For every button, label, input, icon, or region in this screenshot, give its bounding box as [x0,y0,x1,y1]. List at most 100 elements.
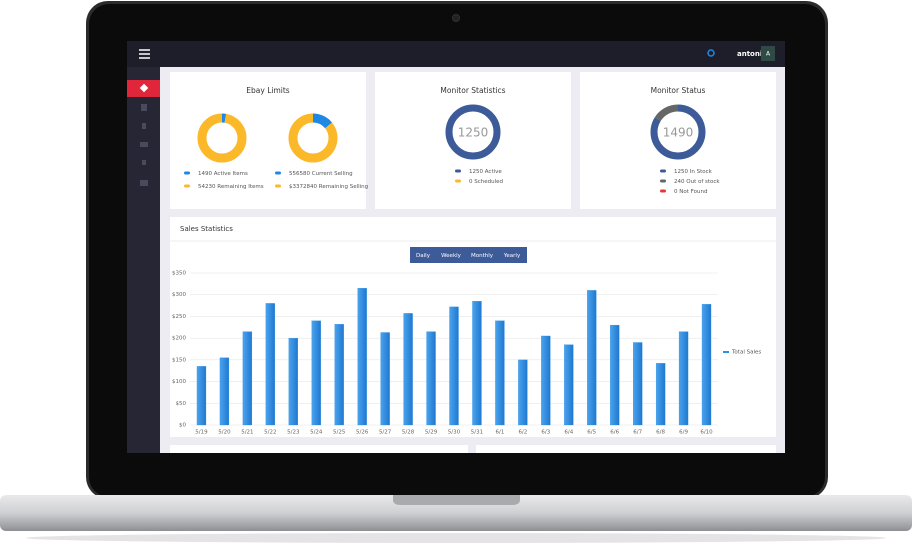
legend-value: $3372840 [289,184,317,190]
x-tick-label: 5/24 [310,430,323,436]
legend-marker [275,171,281,175]
range-button[interactable]: Daily [416,253,431,259]
legend-marker [660,189,666,193]
user-name[interactable]: antonis [737,50,766,58]
menu-button[interactable] [139,49,150,59]
bar[interactable] [380,332,390,426]
legend-label: Remaining Selling [319,184,368,190]
legend-value: 0 [469,179,473,185]
x-tick-label: 5/21 [241,430,253,436]
bar[interactable] [288,337,298,426]
y-tick-label: $100 [172,379,186,385]
x-tick-label: 5/19 [195,430,208,436]
x-tick-label: 5/26 [356,430,369,436]
bar[interactable] [265,303,275,426]
legend-item: 54230 Remaining Items [198,184,264,190]
bar[interactable] [495,320,505,426]
panel-title: Ebay Limits [246,86,290,95]
x-tick-label: 6/8 [656,430,665,436]
bar[interactable] [196,366,207,426]
y-tick-label: $200 [172,336,186,342]
bar[interactable] [701,304,712,426]
sidebar-icons[interactable] [140,104,148,186]
legend-item: 1490 Active Items [198,171,248,177]
x-tick-label: 6/1 [495,430,504,436]
x-tick-label: 5/29 [425,430,438,436]
panel [580,72,776,209]
legend-marker [723,351,729,353]
x-tick-label: 6/10 [700,430,713,436]
legend-value: 240 [674,179,685,185]
bar[interactable] [564,344,574,426]
legend-item: 1250 Active [469,169,502,175]
bar[interactable] [610,324,620,426]
y-tick-label: $150 [172,357,186,363]
legend-marker [184,184,190,188]
donut-segment [197,113,247,163]
sidebar [127,67,160,453]
y-tick-label: $0 [179,423,186,429]
bar[interactable] [219,357,230,426]
donut-center: 1250 [458,126,489,140]
donut-segment [288,113,338,163]
y-tick-label: $50 [176,401,187,407]
panel [375,72,571,209]
top-bar [127,41,785,67]
avatar[interactable] [761,46,775,61]
bar[interactable] [655,363,666,426]
legend-item: 1250 In Stock [674,169,713,175]
panel-title: Monitor Status [651,86,706,95]
range-button[interactable]: Weekly [441,253,462,259]
x-tick-label: 6/6 [610,430,619,436]
y-tick-label: $350 [172,271,186,277]
legend-item: $3372840 Remaining Selling [289,184,368,190]
range-buttons [410,247,527,263]
bar[interactable] [357,288,367,426]
sales-chart: $0 $50 $100 $150 $200 $250 $300 $350 5/19 5/20 5/2… [172,271,761,436]
laptop-base [0,495,912,531]
camera [452,14,460,22]
x-tick-label: 6/4 [564,430,573,436]
panel-partial [476,445,776,453]
legend-value: 54230 [198,184,216,190]
bar[interactable] [587,290,597,426]
x-tick-label: 6/9 [679,430,688,436]
bar[interactable] [426,331,436,426]
x-tick-label: 6/5 [587,430,596,436]
bar[interactable] [334,324,344,426]
legend-marker [455,179,461,183]
sidebar-icon [139,83,149,93]
bar[interactable] [242,331,253,426]
shadow [26,533,886,543]
donut-center: 1490 [663,126,694,140]
bar[interactable] [541,335,551,426]
legend-label[interactable]: Total Sales [731,350,761,356]
donut-segment [445,104,501,160]
legend-value: 1490 [198,171,212,177]
x-tick-label: 5/30 [448,430,461,436]
bar[interactable] [311,320,321,426]
avatar-initial: A [766,51,771,58]
y-tick-label: $250 [172,314,186,320]
y-tick-label: $300 [172,292,186,298]
range-button[interactable]: Yearly [503,253,521,259]
legend-item: 0 Not Found [674,189,707,195]
legend-marker [275,184,281,188]
legend-value: 0 [674,189,678,195]
x-tick-label: 5/20 [218,430,231,436]
range-button[interactable]: Monthly [471,253,494,259]
bar[interactable] [678,331,689,426]
legend-item: 0 Scheduled [469,179,503,185]
legend-marker [660,179,666,183]
bar[interactable] [449,306,459,426]
legend-marker [660,169,666,173]
x-tick-label: 5/22 [264,430,276,436]
bar[interactable] [633,342,643,426]
bar[interactable] [472,301,482,426]
bar[interactable] [518,359,528,426]
bar[interactable] [403,313,413,426]
legend-value: 556580 [289,171,310,177]
donut-segment [650,104,706,160]
base-notch [393,495,520,505]
